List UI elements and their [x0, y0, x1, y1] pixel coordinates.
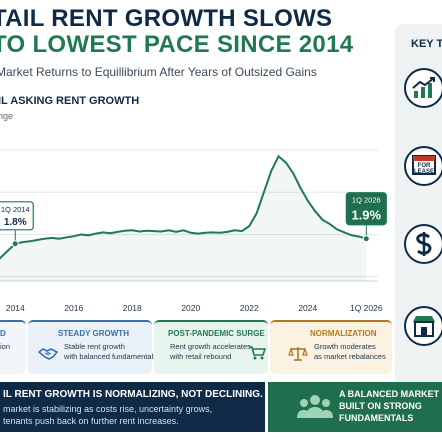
- balance-scale-icon: [288, 346, 308, 367]
- x-tick-label: 2014: [6, 303, 25, 313]
- conclusion-line: market is stabilizing as costs rise, unc…: [3, 404, 213, 414]
- annotation-box: [345, 192, 387, 226]
- period-card-line: Rent growth accelerates: [170, 342, 251, 351]
- annotation-point: [362, 235, 370, 243]
- period-card-line: ion: [0, 342, 11, 351]
- period-card-text: Stable rent growth with balanced fundame…: [64, 342, 157, 362]
- storefront-icon: [404, 306, 442, 346]
- dollar-icon: [404, 224, 442, 264]
- period-card-line: as market rebalances: [314, 352, 386, 361]
- period-card-line: with retail rebound: [170, 352, 232, 361]
- annotation-label: 1Q 2026: [352, 196, 381, 205]
- people-group-icon: [296, 392, 334, 425]
- period-card-post-pandemic-surge: POST-PANDEMIC SURGE Rent growth accelera…: [154, 320, 268, 374]
- period-card-title: POST-PANDEMIC SURGE: [168, 329, 265, 338]
- key-takeaways-title: KEY T: [411, 38, 442, 50]
- x-tick-label: 1Q 2026: [350, 303, 383, 313]
- conclusion-line: tenants push back on further rent increa…: [3, 416, 179, 426]
- annotation-value: 1.8%: [4, 217, 27, 228]
- title-line-2: TO LOWEST PACE SINCE 2014: [0, 31, 354, 58]
- period-card-line: Growth moderates: [314, 342, 376, 351]
- period-card-title: NORMALIZATION: [310, 329, 377, 338]
- x-axis-ticks: 2014 2016 2018 2020 2022 2024 1Q 2026: [6, 303, 383, 313]
- conclusion-banner: IL RENT GROWTH IS NORMALIZING, NOT DECLI…: [0, 382, 265, 432]
- x-tick-label: 2018: [123, 303, 142, 313]
- annotations: 1Q 2014 1.8% 1Q 2026 1.9%: [0, 192, 387, 248]
- annotation-point: [11, 240, 19, 248]
- chart-title: IL ASKING RENT GROWTH: [0, 95, 140, 107]
- rent-growth-line-chart: 2014 2016 2018 2020 2022 2024 1Q 2026 1Q 20141…: [0, 149, 387, 313]
- shopping-cart-icon: [248, 346, 267, 365]
- title-line-1: TAIL RENT GROWTH SLOWS: [0, 5, 333, 32]
- conclusion-heading: IL RENT GROWTH IS NORMALIZING, NOT DECLI…: [3, 389, 263, 400]
- period-card-early: D ion: [0, 320, 26, 374]
- period-card-steady-growth: STEADY GROWTH Stable rent growth with ba…: [28, 320, 157, 374]
- summary-line: BUILT ON STRONG: [339, 401, 422, 411]
- key-takeaways-panel: KEY T FOR LEASE: [395, 24, 442, 386]
- summary-text: A BALANCED MARKET BUILT ON STRONG FUNDAM…: [339, 388, 439, 424]
- x-tick-label: 2016: [64, 303, 83, 313]
- page-title: TAIL RENT GROWTH SLOWS TO LOWEST PACE SI…: [0, 6, 372, 58]
- period-card-text: Rent growth accelerates with retail rebo…: [170, 342, 251, 362]
- summary-line: FUNDAMENTALS: [339, 413, 414, 423]
- handshake-icon: [37, 346, 59, 365]
- summary-line: A BALANCED MARKET: [339, 389, 440, 399]
- period-card-line: with balanced fundamentals: [64, 352, 157, 361]
- period-card-title: D: [0, 329, 6, 338]
- x-tick-label: 2024: [298, 303, 317, 313]
- series-line: [0, 154, 367, 260]
- period-card-line: Stable rent growth: [64, 342, 125, 351]
- annotation-label: 1Q 2014: [1, 205, 30, 214]
- conclusion-text: market is stabilizing as costs rise, unc…: [3, 403, 212, 427]
- period-card-title: STEADY GROWTH: [58, 329, 129, 338]
- annotation-box: [0, 201, 34, 231]
- period-cards: D ion STEADY GROWTH Stable rent growth w…: [0, 320, 392, 374]
- x-tick-label: 2020: [181, 303, 200, 313]
- x-tick-label: 2022: [240, 303, 259, 313]
- grid-lines: [0, 149, 378, 282]
- period-card-normalization: NORMALIZATION Growth moderates as market…: [270, 320, 392, 374]
- chart-subtitle: nge: [0, 111, 14, 121]
- page-subtitle: Market Returns to Equillibrium After Yea…: [0, 65, 317, 79]
- summary-banner: A BALANCED MARKET BUILT ON STRONG FUNDAM…: [268, 382, 442, 432]
- for-lease-label-2: LEASE: [414, 169, 434, 175]
- annotation-value: 1.9%: [351, 208, 381, 223]
- for-lease-label-1: FOR: [418, 163, 431, 169]
- period-card-text: ion: [0, 342, 10, 352]
- period-card-text: Growth moderates as market rebalances: [314, 342, 386, 362]
- for-lease-sign-icon: FOR LEASE: [404, 146, 442, 186]
- series-area: [0, 156, 367, 281]
- growth-chart-icon: [404, 68, 442, 108]
